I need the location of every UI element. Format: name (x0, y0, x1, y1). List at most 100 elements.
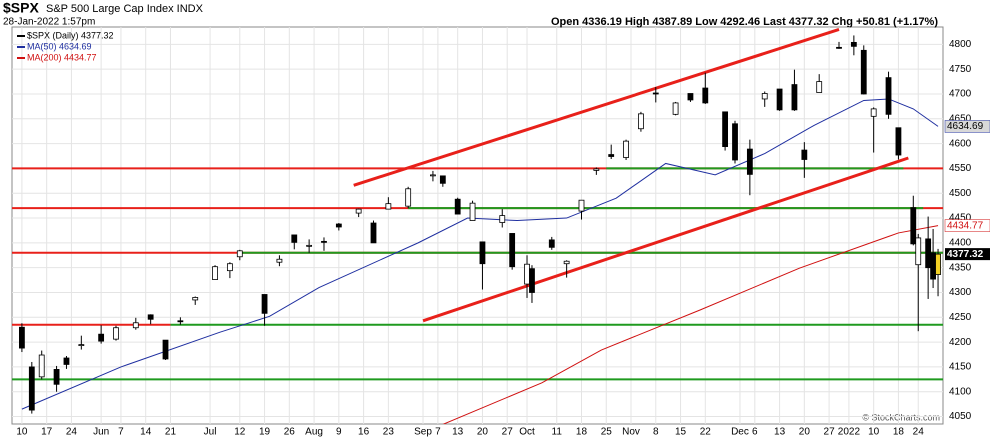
candle-body (801, 149, 808, 160)
layer (12, 28, 943, 424)
layer: 4050 4100 4150 4200 4250 4300 4350 4400 4450 4500… (16, 30, 990, 438)
candle-body (469, 202, 476, 221)
candle-body (192, 297, 199, 301)
y-tick-label: 4650 (949, 113, 972, 124)
candle-body (177, 320, 184, 323)
y-tick-label: 4400 (949, 238, 972, 249)
candle-body (885, 77, 892, 115)
candle-body (38, 354, 45, 378)
credit: © StockCharts.com (862, 412, 940, 422)
y-tick-label: 4500 (949, 188, 972, 199)
ma-line (442, 225, 939, 424)
y-tick-label: 4700 (949, 89, 972, 100)
candle-body (236, 250, 243, 258)
y-tick-label: 4800 (949, 39, 972, 50)
y-tick-label: 4150 (949, 362, 972, 373)
candle-body (370, 222, 377, 244)
x-tick-label: 27 (824, 427, 836, 438)
candle-body (132, 322, 139, 329)
candle-body (19, 326, 25, 349)
x-tick-label: Oct (519, 427, 535, 438)
candle-body (672, 102, 679, 115)
x-tick-label: 12 (234, 427, 246, 438)
x-tick-label: 13 (774, 427, 786, 438)
candle-body (291, 234, 298, 243)
candle-body (925, 238, 932, 269)
ma-line (21, 98, 939, 410)
candle-body (930, 252, 936, 280)
candle-body (608, 154, 615, 157)
candle-body (53, 369, 60, 385)
x-tick-label: 24 (66, 427, 78, 438)
candle-body (276, 258, 283, 263)
candle-body (335, 223, 342, 228)
y-tick-label: 4600 (949, 138, 972, 149)
x-tick-label: 26 (284, 427, 296, 438)
y-tick-label: 4200 (949, 337, 972, 348)
legend-label: $SPX (Daily) 4377.32 (27, 30, 114, 40)
x-tick-label: 18 (576, 427, 588, 438)
x-tick-label: 27 (502, 427, 514, 438)
x-tick-label: Nov (622, 427, 640, 438)
candle-body (850, 41, 857, 47)
x-tick-label: 10 (16, 427, 28, 438)
candle-body (895, 127, 902, 156)
x-tick-label: 24 (913, 427, 925, 438)
candle-body (439, 175, 446, 184)
x-tick-label: 21 (165, 427, 177, 438)
candle-body (702, 87, 709, 104)
subtitle: S&P 500 Large Cap Index INDX (46, 3, 204, 15)
candle-body (910, 207, 917, 245)
candle-body (816, 81, 823, 93)
candle-body (776, 88, 783, 111)
y-tick-label: 4450 (949, 213, 972, 224)
legend-label: MA(50) 4634.69 (27, 41, 92, 51)
candle-body (638, 113, 644, 130)
y-tick-label: 4050 (949, 411, 972, 422)
x-tick-label: 20 (799, 427, 811, 438)
x-tick-label: Jul (204, 427, 217, 438)
candle-body (430, 174, 436, 177)
candle-body (499, 215, 506, 223)
candle-body (722, 111, 729, 147)
candle-body (78, 344, 85, 347)
candle-body (147, 314, 154, 320)
candle-body (405, 188, 412, 207)
x-tick-label: 15 (675, 427, 687, 438)
y-tick-label: 4250 (949, 312, 972, 323)
candle-body (836, 46, 842, 49)
badge-label: 4634.69 (947, 121, 984, 132)
y-tick-label: 4100 (949, 386, 972, 397)
candle-body (509, 233, 516, 268)
chart-title: $SPX (3, 0, 39, 16)
candle-body (732, 123, 738, 161)
y-tick-label: 4300 (949, 287, 972, 298)
badge (944, 120, 990, 133)
legend-label: MA(200) 4434.77 (27, 52, 97, 62)
candle-body (687, 93, 694, 101)
candle-body (261, 294, 268, 314)
x-tick-label: 6 (752, 427, 758, 438)
candle-body (454, 198, 461, 215)
candle-body (321, 240, 327, 243)
candle-body (548, 239, 555, 248)
candle-body (915, 237, 922, 266)
candle-body (870, 108, 877, 117)
x-tick-label: 18 (893, 427, 905, 438)
x-tick-label: 25 (601, 427, 613, 438)
plot-area (11, 26, 944, 425)
x-tick-label: 14 (140, 427, 152, 438)
candle-body (935, 253, 941, 275)
quote: Open 4336.19 High 4387.89 Low 4292.46 La… (551, 16, 938, 28)
candle-body (28, 366, 35, 411)
candle-body (746, 148, 753, 175)
candle-body (578, 199, 585, 212)
candle-body (385, 203, 392, 210)
y-tick-label: 4350 (949, 262, 972, 273)
candle-body (63, 357, 70, 365)
x-tick-label: 20 (477, 427, 489, 438)
y-tick-label: 4750 (949, 64, 972, 75)
candle-body (860, 49, 867, 95)
x-tick-label: Jun (93, 427, 109, 438)
